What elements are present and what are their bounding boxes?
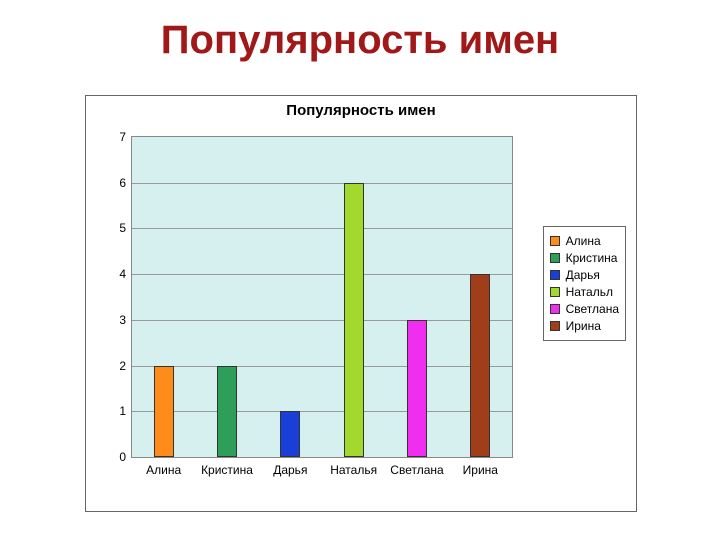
bar bbox=[280, 411, 300, 457]
chart-legend: Алина Кристина Дарья Натальл Светлана Ирина bbox=[543, 226, 626, 341]
legend-label: Светлана bbox=[566, 302, 619, 316]
legend-label: Дарья bbox=[566, 268, 600, 282]
grid-line bbox=[132, 411, 512, 412]
x-category-label: Наталья bbox=[330, 463, 377, 477]
legend-swatch bbox=[550, 253, 560, 263]
x-category-label: Кристина bbox=[201, 463, 253, 477]
y-tick-label: 1 bbox=[119, 404, 126, 418]
legend-item: Ирина bbox=[550, 319, 619, 333]
y-tick-label: 4 bbox=[119, 267, 126, 281]
legend-item: Алина bbox=[550, 234, 619, 248]
legend-swatch bbox=[550, 304, 560, 314]
bar bbox=[407, 320, 427, 457]
chart-plot-area: 01234567АлинаКристинаДарьяНатальяСветлан… bbox=[131, 136, 513, 458]
legend-item: Кристина bbox=[550, 251, 619, 265]
chart-frame: Популярность имен 01234567АлинаКристинаД… bbox=[85, 95, 637, 512]
page-title: Популярность имен bbox=[0, 18, 720, 63]
y-tick-label: 2 bbox=[119, 359, 126, 373]
y-tick-label: 5 bbox=[119, 221, 126, 235]
legend-swatch bbox=[550, 287, 560, 297]
x-category-label: Алина bbox=[146, 463, 181, 477]
chart-title: Популярность имен bbox=[86, 102, 636, 119]
y-tick-label: 7 bbox=[119, 130, 126, 144]
bar bbox=[344, 183, 364, 457]
x-category-label: Ирина bbox=[463, 463, 498, 477]
x-category-label: Светлана bbox=[390, 463, 443, 477]
legend-item: Светлана bbox=[550, 302, 619, 316]
legend-swatch bbox=[550, 236, 560, 246]
grid-line bbox=[132, 183, 512, 184]
bar bbox=[154, 366, 174, 457]
legend-label: Натальл bbox=[566, 285, 613, 299]
legend-item: Натальл bbox=[550, 285, 619, 299]
legend-swatch bbox=[550, 321, 560, 331]
y-tick-label: 0 bbox=[119, 450, 126, 464]
legend-item: Дарья bbox=[550, 268, 619, 282]
legend-label: Ирина bbox=[566, 319, 601, 333]
legend-swatch bbox=[550, 270, 560, 280]
bar bbox=[470, 274, 490, 457]
x-category-label: Дарья bbox=[273, 463, 307, 477]
grid-line bbox=[132, 228, 512, 229]
grid-line bbox=[132, 320, 512, 321]
grid-line bbox=[132, 366, 512, 367]
legend-label: Алина bbox=[566, 234, 601, 248]
bar bbox=[217, 366, 237, 457]
y-tick-label: 3 bbox=[119, 313, 126, 327]
y-tick-label: 6 bbox=[119, 176, 126, 190]
legend-label: Кристина bbox=[566, 251, 618, 265]
grid-line bbox=[132, 274, 512, 275]
